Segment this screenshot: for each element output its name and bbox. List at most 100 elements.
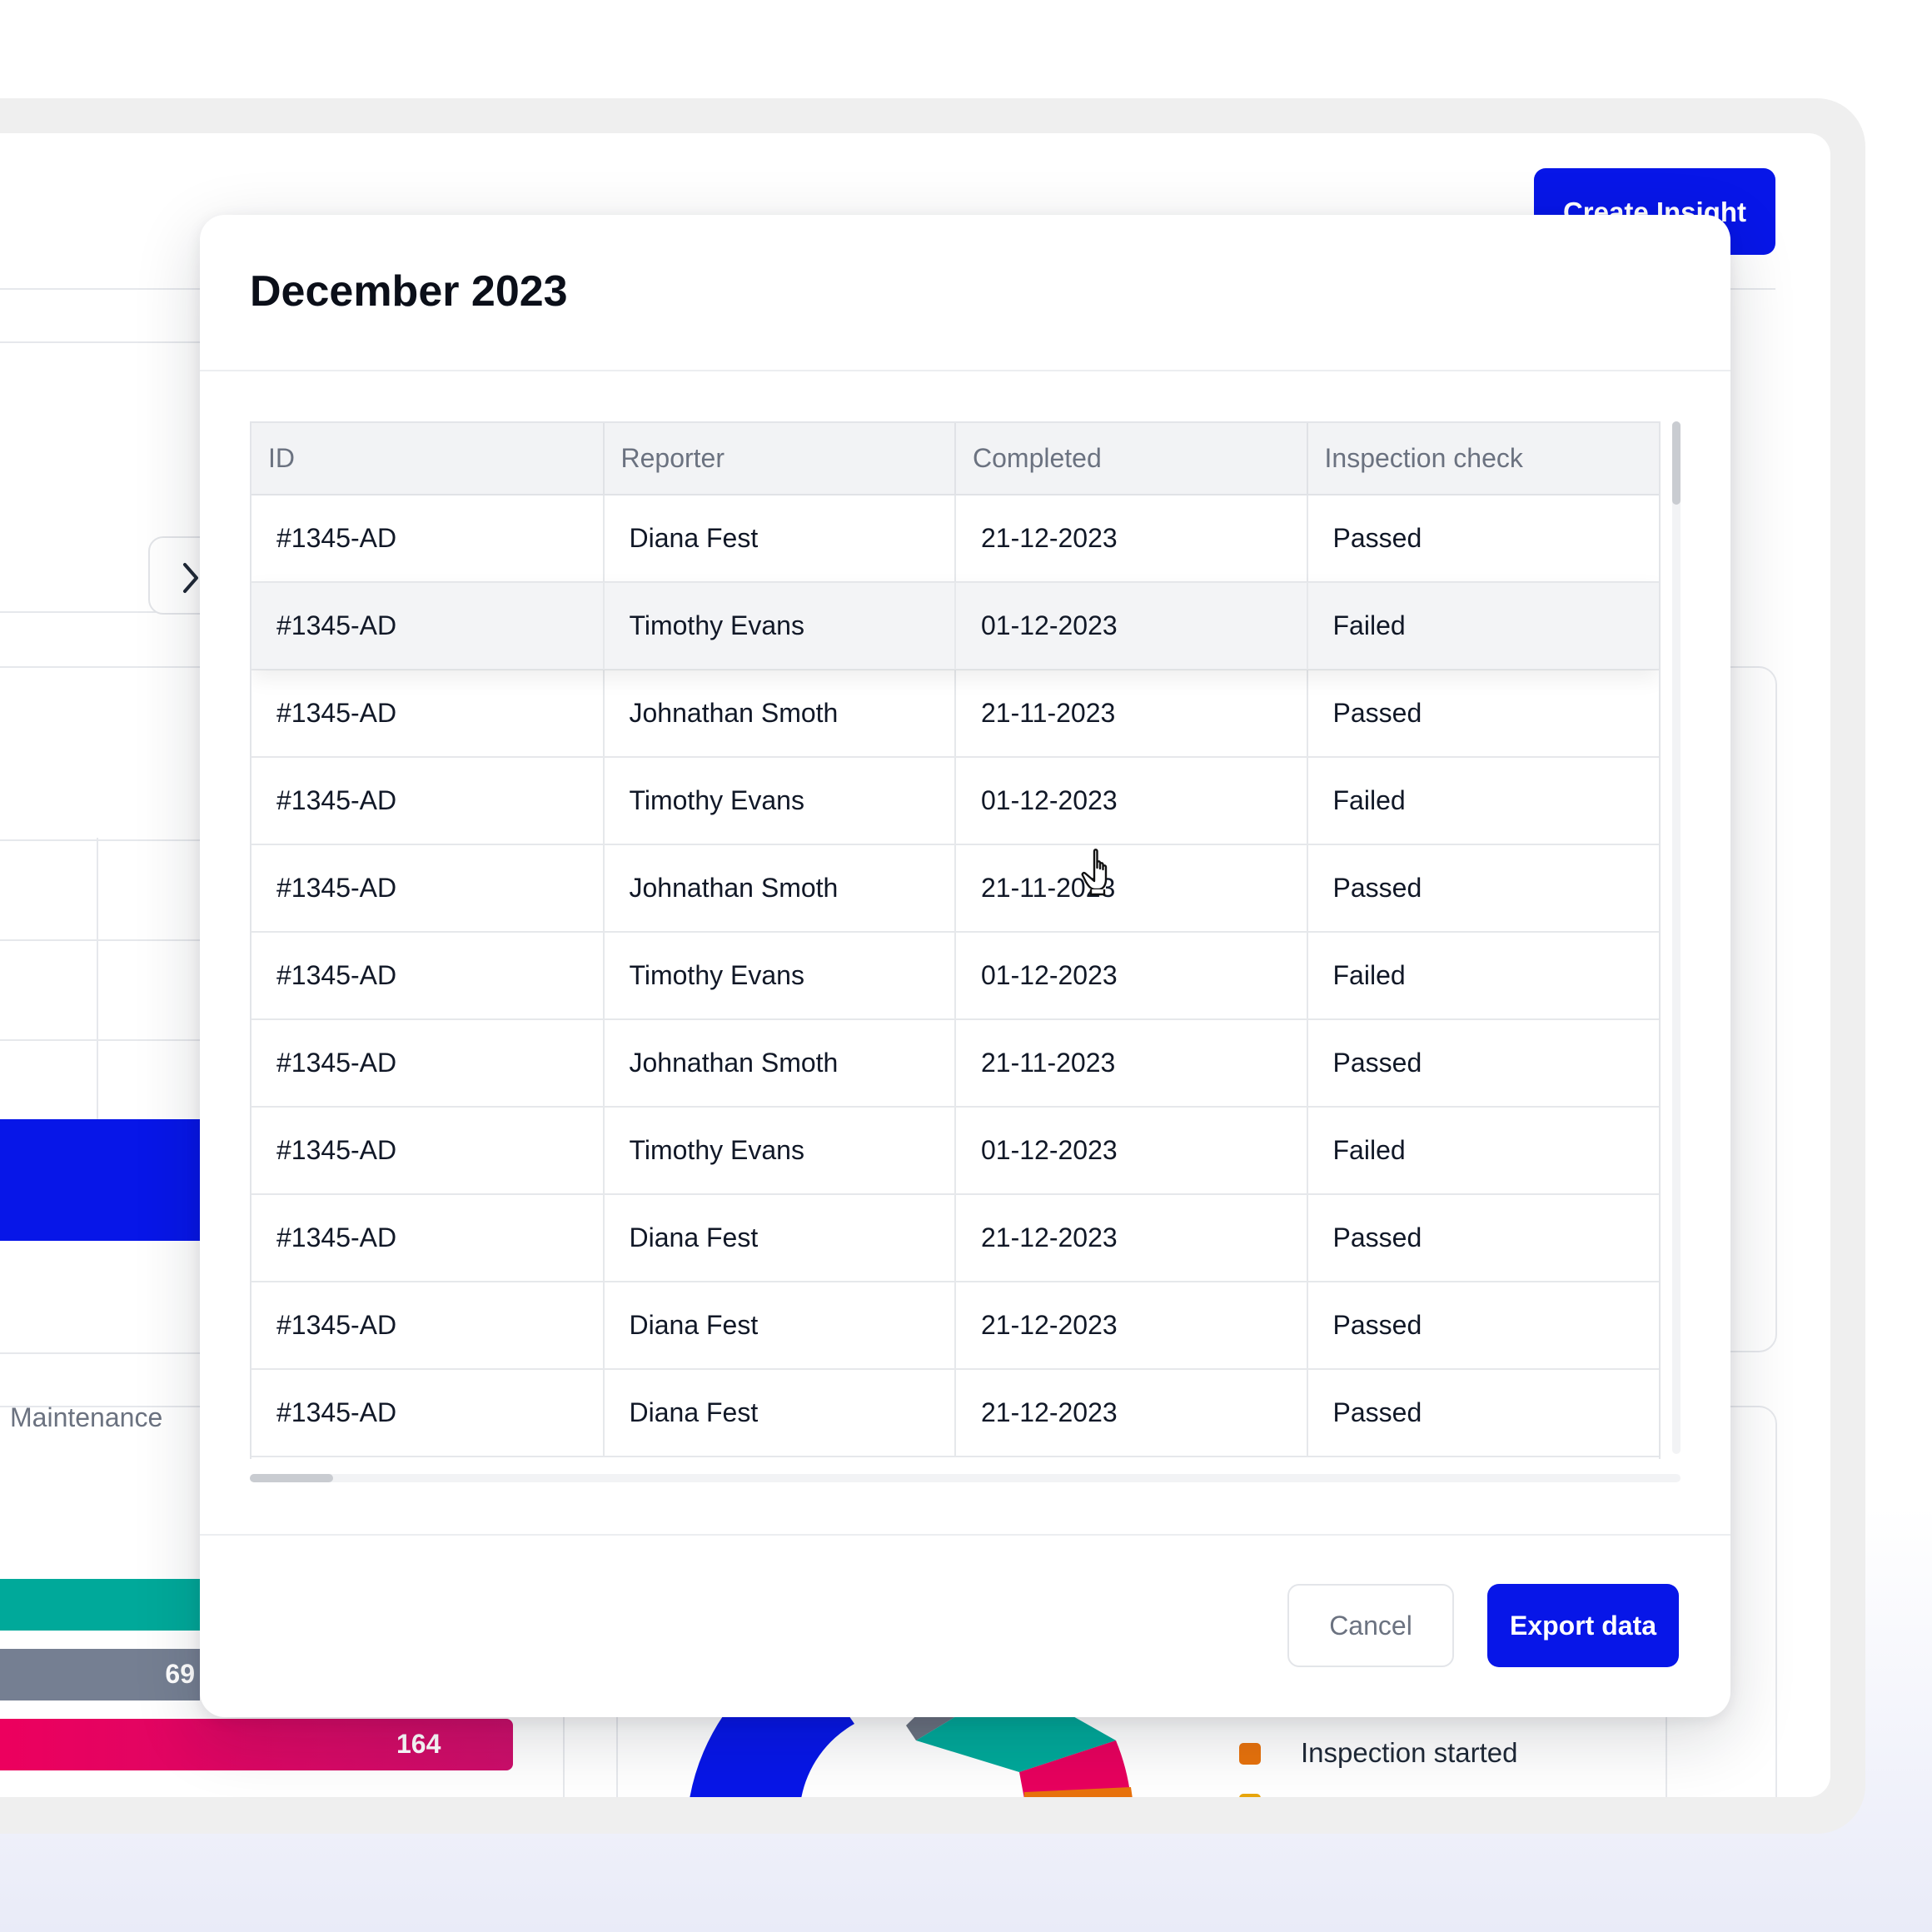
- cell-completed: 21-11-2023: [955, 844, 1308, 933]
- cell-check: Passed: [1307, 1369, 1659, 1457]
- cell-check: Passed: [1307, 1194, 1659, 1282]
- legend-swatch: [1239, 1794, 1261, 1797]
- table-row[interactable]: #1345-AD Diana Fest 21-12-2023 Passed: [251, 495, 1659, 583]
- table-row[interactable]: #1345-AD Johnathan Smoth 21-11-2023 Pass…: [251, 844, 1659, 933]
- bar-maintenance: [0, 1119, 200, 1241]
- cell-id: #1345-AD: [251, 495, 605, 583]
- column-header-completed[interactable]: Completed: [955, 423, 1308, 495]
- bar-value: 69: [165, 1659, 195, 1689]
- cell-check: Failed: [1307, 757, 1659, 845]
- divider: [0, 666, 200, 668]
- cell-reporter: Johnathan Smoth: [603, 670, 956, 758]
- column-header-id[interactable]: ID: [251, 423, 605, 495]
- cell-reporter: Timothy Evans: [603, 1107, 956, 1195]
- cell-check: Passed: [1307, 1019, 1659, 1108]
- modal-title: December 2023: [250, 267, 568, 316]
- divider: [97, 838, 98, 1138]
- pointer-hand-cursor-icon: [1081, 849, 1108, 896]
- cell-id: #1345-AD: [251, 670, 605, 758]
- cell-id: #1345-AD: [251, 932, 605, 1020]
- chevron-right-icon: [183, 563, 198, 593]
- vertical-scrollbar-thumb[interactable]: [1672, 421, 1681, 505]
- divider: [0, 611, 200, 613]
- table-row[interactable]: #1345-AD Timothy Evans 01-12-2023 Failed: [251, 582, 1659, 670]
- cell-reporter: Timothy Evans: [603, 932, 956, 1020]
- cell-completed: 21-12-2023: [955, 1369, 1308, 1457]
- cell-completed: 01-12-2023: [955, 582, 1308, 670]
- table-row[interactable]: #1345-AD Johnathan Smoth 21-11-2023 Pass…: [251, 670, 1659, 758]
- cell-id: #1345-AD: [251, 1282, 605, 1370]
- legend-swatch: [1239, 1743, 1261, 1765]
- cell-id: #1345-AD: [251, 1194, 605, 1282]
- donut-chart: [690, 1715, 1133, 1797]
- divider: [0, 839, 200, 841]
- cell-completed: 01-12-2023: [955, 1107, 1308, 1195]
- divider: [200, 1534, 1730, 1536]
- donut-slice-teal: [916, 1715, 1116, 1772]
- cell-id: #1345-AD: [251, 1107, 605, 1195]
- table-row[interactable]: #1345-AD Diana Fest 21-12-2023 Passed: [251, 1194, 1659, 1282]
- cell-id: #1345-AD: [251, 844, 605, 933]
- cell-completed: 21-12-2023: [955, 1282, 1308, 1370]
- cell-reporter: Timothy Evans: [603, 757, 956, 845]
- cell-reporter: Diana Fest: [603, 1369, 956, 1457]
- donut-slice-blue: [690, 1715, 854, 1797]
- table-row[interactable]: #1345-AD Timothy Evans 01-12-2023 Failed: [251, 757, 1659, 845]
- cell-id: #1345-AD: [251, 1369, 605, 1457]
- divider: [0, 1406, 200, 1407]
- cell-check: Passed: [1307, 844, 1659, 933]
- cell-completed: 21-12-2023: [955, 1194, 1308, 1282]
- cell-reporter: Johnathan Smoth: [603, 1019, 956, 1108]
- export-modal: December 2023 ID Reporter Completed Insp…: [200, 215, 1730, 1717]
- table-row[interactable]: #1345-AD Johnathan Smoth 21-11-2023 Pass…: [251, 1019, 1659, 1108]
- donut-slice-pink: [1019, 1740, 1131, 1797]
- divider: [200, 370, 1730, 371]
- cell-reporter: Diana Fest: [603, 1194, 956, 1282]
- export-data-button[interactable]: Export data: [1487, 1584, 1679, 1667]
- legend-label: Inspection started: [1301, 1737, 1518, 1768]
- table-row[interactable]: #1345-AD Timothy Evans 01-12-2023 Failed: [251, 1107, 1659, 1195]
- cell-completed: 21-11-2023: [955, 1019, 1308, 1108]
- divider: [0, 1039, 200, 1041]
- bar-category-label: Maintenance: [10, 1402, 163, 1432]
- bar-teal: [0, 1579, 200, 1631]
- table-row[interactable]: #1345-AD Diana Fest 21-12-2023 Passed: [251, 1282, 1659, 1370]
- horizontal-scrollbar-thumb[interactable]: [250, 1474, 333, 1482]
- column-header-reporter[interactable]: Reporter: [603, 423, 956, 495]
- cell-completed: 21-12-2023: [955, 495, 1308, 583]
- cell-reporter: Diana Fest: [603, 1282, 956, 1370]
- divider: [616, 1717, 618, 1797]
- cell-check: Failed: [1307, 932, 1659, 1020]
- donut-slice-gray: [906, 1715, 958, 1740]
- table-row[interactable]: #1345-AD Diana Fest 21-12-2023 Passed: [251, 1369, 1659, 1457]
- cell-check: Failed: [1307, 1107, 1659, 1195]
- cell-id: #1345-AD: [251, 582, 605, 670]
- cell-id: #1345-AD: [251, 1019, 605, 1108]
- vertical-scrollbar-track[interactable]: [1672, 421, 1681, 1454]
- cell-check: Passed: [1307, 495, 1659, 583]
- horizontal-scrollbar-track[interactable]: [250, 1474, 1681, 1482]
- cell-completed: 01-12-2023: [955, 757, 1308, 845]
- cell-check: Failed: [1307, 582, 1659, 670]
- column-header-inspection-check[interactable]: Inspection check: [1307, 423, 1659, 495]
- bar-slate: 69: [0, 1649, 200, 1700]
- bar-value: 164: [396, 1729, 441, 1759]
- cell-check: Passed: [1307, 670, 1659, 758]
- cell-check: Passed: [1307, 1282, 1659, 1370]
- table-row[interactable]: #1345-AD Timothy Evans 01-12-2023 Failed: [251, 932, 1659, 1020]
- cell-reporter: Diana Fest: [603, 495, 956, 583]
- table-header-row: ID Reporter Completed Inspection check: [251, 423, 1659, 495]
- cell-id: #1345-AD: [251, 757, 605, 845]
- divider: [0, 341, 200, 343]
- cell-completed: 01-12-2023: [955, 932, 1308, 1020]
- bar-pink: 164: [0, 1719, 513, 1770]
- cell-reporter: Timothy Evans: [603, 582, 956, 670]
- divider: [0, 939, 200, 941]
- cell-reporter: Johnathan Smoth: [603, 844, 956, 933]
- divider: [0, 1352, 200, 1354]
- inspection-table: ID Reporter Completed Inspection check #…: [250, 421, 1661, 1459]
- cell-completed: 21-11-2023: [955, 670, 1308, 758]
- divider: [563, 1717, 565, 1797]
- donut-slice-orange: [1024, 1787, 1133, 1797]
- cancel-button[interactable]: Cancel: [1287, 1584, 1454, 1667]
